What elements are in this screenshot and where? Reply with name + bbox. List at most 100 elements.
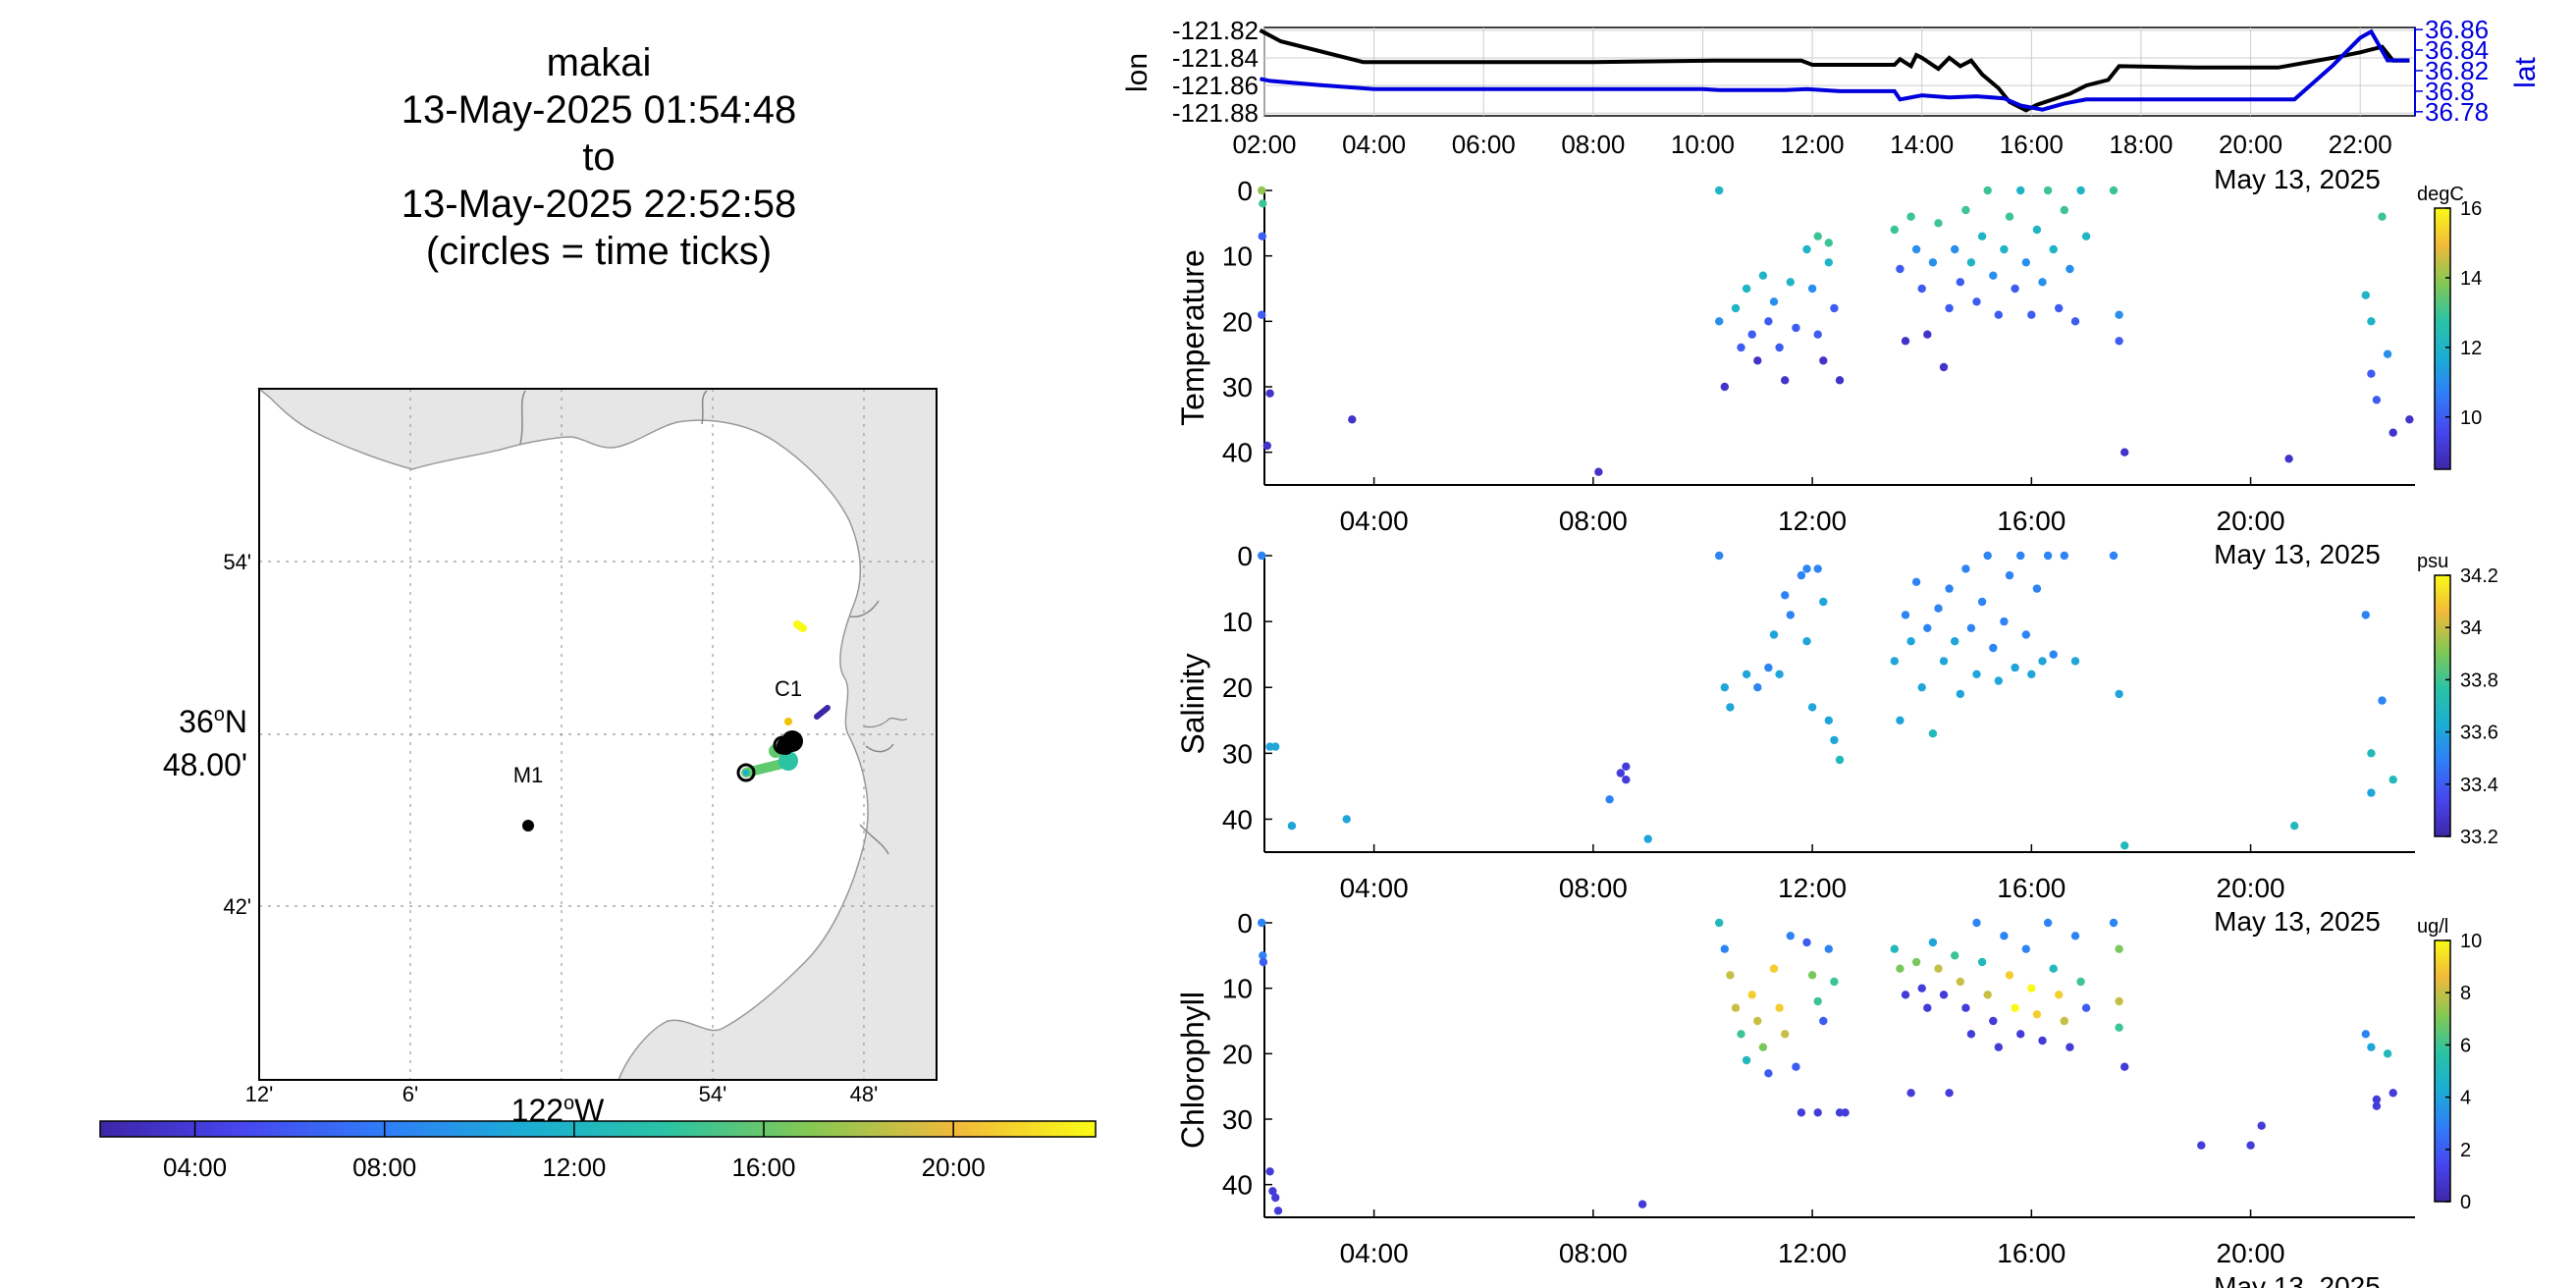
lon-label-54: 54'	[699, 1082, 727, 1106]
lat-label-minutes: 48.00'	[163, 747, 247, 782]
lonlat-x-tick-label: 18:00	[2109, 130, 2173, 159]
river-5	[859, 824, 889, 855]
temperature-colorbar-tick-label: 16	[2460, 198, 2482, 220]
temperature-data-point	[1896, 264, 1905, 274]
time-colorbar-ticks: 04:00 08:00 12:00 16:00 20:00	[163, 1121, 986, 1182]
salinity-data-point	[1802, 564, 1811, 573]
chlorophyll-data-point	[1769, 964, 1779, 973]
salinity-data-point	[2378, 696, 2387, 705]
chlorophyll-data-point	[1841, 1108, 1850, 1117]
chlorophyll-colorbar	[2434, 939, 2451, 1203]
temperature-data-point	[1928, 258, 1938, 267]
temperature-data-point	[1989, 271, 1998, 280]
temperature-data-point	[1775, 343, 1784, 352]
temperature-data-point	[1901, 337, 1910, 346]
river-4	[865, 743, 894, 753]
temperature-data-point	[1753, 356, 1762, 365]
salinity-data-point	[1972, 670, 1981, 678]
lon-series-line	[1259, 28, 2410, 113]
salinity-data-point	[1715, 551, 1724, 561]
temperature-data-point	[2043, 186, 2053, 195]
chlorophyll-data-point	[2361, 1030, 2370, 1039]
chlorophyll-colorbar-tick-label: 0	[2460, 1192, 2471, 1213]
title-line-note: (circles = time ticks)	[425, 230, 773, 273]
salinity-data-point	[2115, 689, 2123, 699]
temperature-data-point	[2405, 415, 2414, 424]
salinity-colorbar-tick-label: 33.8	[2460, 670, 2498, 691]
lon-axis-label: lon	[1121, 53, 1154, 92]
lon-tick-label: -121.88	[1172, 98, 1259, 128]
station-c1-marker	[784, 718, 792, 725]
salinity-data-point	[2032, 584, 2042, 593]
lonlat-x-tick-label: 16:00	[2000, 130, 2064, 159]
land-area	[256, 388, 938, 1081]
temperature-data-point	[1906, 212, 1915, 221]
temperature-data-point	[1934, 219, 1943, 228]
salinity-data-point	[1819, 597, 1828, 607]
map-gridlines	[259, 389, 937, 1080]
temperature-data-point	[2115, 337, 2123, 346]
temperature-data-point	[1792, 323, 1800, 333]
temperature-x-tick-label: 08:00	[1559, 506, 1628, 536]
station-m1: M1	[513, 763, 543, 832]
salinity-data-point	[1956, 689, 1965, 699]
temperature-data-point	[1956, 278, 1965, 287]
chlorophyll-data-point	[1934, 964, 1943, 973]
chlorophyll-data-point	[1994, 1043, 2004, 1051]
lon-tick-label: -121.82	[1172, 16, 1259, 45]
salinity-data-point	[1720, 683, 1730, 692]
salinity-colorbar-tick-label: 34.2	[2460, 565, 2498, 587]
salinity-data-point	[1769, 630, 1779, 639]
map-panel: 54' 36oN 48.00' 42' 12' 6' 54' 48' 122oW…	[163, 388, 938, 1128]
chlorophyll-data-point	[2038, 1036, 2047, 1046]
chlorophyll-data-point	[2388, 1089, 2397, 1098]
chlorophyll-data-point	[2197, 1141, 2206, 1150]
salinity-data-point	[1923, 623, 1932, 632]
temperature-data-point	[2070, 317, 2080, 326]
chlorophyll-data-point	[2076, 977, 2085, 987]
salinity-data-point	[1802, 637, 1811, 646]
chlorophyll-data-point	[2011, 1003, 2019, 1012]
river-2	[701, 390, 708, 425]
temperature-data-point	[2032, 225, 2042, 235]
track-blob-teal	[778, 751, 798, 771]
salinity-data-point	[2005, 570, 2014, 580]
chlorophyll-data-point	[2066, 1043, 2074, 1051]
salinity-data-point	[1643, 834, 1652, 843]
chlorophyll-data-point	[1813, 996, 1822, 1006]
temperature-data-point	[1731, 303, 1741, 313]
chlorophyll-data-point	[1720, 944, 1730, 953]
lonlat-panel: 02:00 04:00 06:00 08:00 10:00 12:00 14:00 16:00…	[1121, 15, 2542, 194]
chlorophyll-data-point	[2000, 932, 2009, 940]
chlorophyll-data-point	[1726, 971, 1735, 980]
salinity-data-point	[1287, 822, 1297, 831]
chlorophyll-data-point	[1923, 1003, 1932, 1012]
chlorophyll-data-point	[1273, 1207, 1283, 1215]
chlorophyll-data-point	[1813, 1108, 1822, 1117]
salinity-colorbar-tick-label: 33.2	[2460, 827, 2498, 848]
temperature-data-point	[1258, 186, 1266, 195]
temperature-data-point	[1945, 303, 1954, 313]
river-3	[849, 600, 880, 617]
temperature-data-point	[2049, 244, 2058, 254]
lonlat-x-tick-label: 14:00	[1890, 130, 1954, 159]
salinity-data-point	[2027, 670, 2036, 678]
temperature-x-tick-label: 12:00	[1778, 506, 1847, 536]
temperature-data-point	[2066, 264, 2074, 274]
temperature-data-point	[1786, 278, 1796, 287]
lat-tick-label: 36.82	[2425, 56, 2489, 85]
chlorophyll-x-tick-label: 04:00	[1340, 1238, 1409, 1268]
temperature-data-point	[2060, 205, 2068, 215]
temperature-data-point	[1265, 389, 1274, 398]
temperature-data-point	[2038, 278, 2047, 287]
temperature-data-point	[1802, 244, 1811, 254]
temperature-colorbar	[2434, 207, 2451, 470]
title-line-end-time: 13-May-2025 22:52:58	[401, 183, 797, 226]
chlorophyll-data-point	[2115, 996, 2123, 1006]
time-colorbar-tick-label: 16:00	[731, 1153, 795, 1182]
salinity-data-point	[1917, 683, 1926, 692]
salinity-data-point	[1934, 604, 1943, 613]
salinity-y-tick-label: 10	[1222, 607, 1253, 637]
chlorophyll-data-point	[2367, 1043, 2376, 1051]
temperature-data-point	[1824, 258, 1834, 267]
